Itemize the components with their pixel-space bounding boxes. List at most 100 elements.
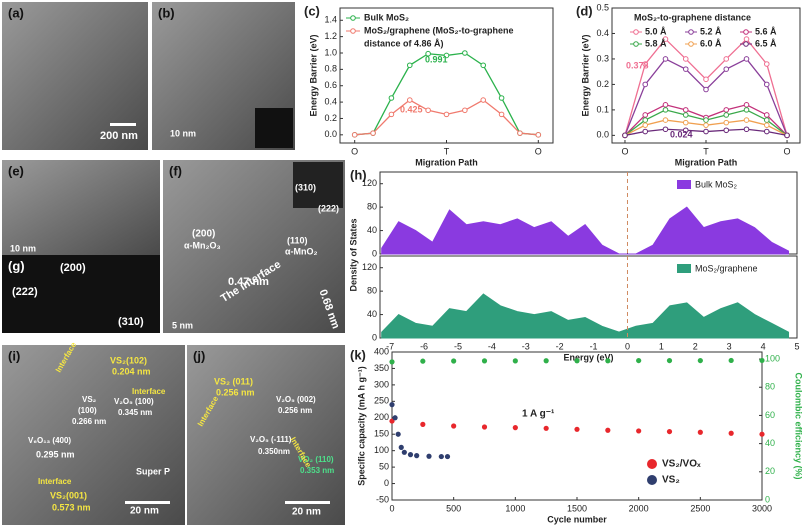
y-tick-label: 40 <box>367 309 377 319</box>
x-tick-label: 5 <box>794 341 799 351</box>
y-axis-title: Density of States <box>348 218 358 291</box>
panel-label: (g) <box>8 258 25 273</box>
data-point <box>697 357 703 364</box>
micrograph <box>2 2 148 150</box>
data-point <box>388 95 395 101</box>
micrograph <box>2 345 185 525</box>
data-point <box>763 112 770 118</box>
image-annotation: 20 nm <box>292 507 321 518</box>
y-tick-label: 150 <box>374 429 389 439</box>
image-annotation: V₂O₅ (-111) <box>250 435 292 444</box>
data-point <box>512 358 518 364</box>
image-annotation: (222) <box>12 286 38 298</box>
panel-label: (j) <box>193 348 205 363</box>
y-tick-label: 400 <box>374 346 389 356</box>
data-point <box>759 357 765 364</box>
panel-label: (k) <box>350 347 366 362</box>
data-point <box>462 107 468 114</box>
y-tick-label: 40 <box>367 225 377 235</box>
x-tick-label: 2000 <box>629 503 649 513</box>
data-point <box>438 453 444 460</box>
data-point <box>642 117 649 123</box>
data-point <box>388 111 395 118</box>
image-annotation: (310) <box>295 182 316 192</box>
data-point <box>389 402 395 408</box>
x-axis-title: Cycle number <box>547 514 607 524</box>
y2-tick-label: 0 <box>765 494 770 504</box>
image-annotation: 200 nm <box>100 130 138 142</box>
data-point <box>351 132 358 138</box>
data-point <box>481 358 488 364</box>
legend-marker <box>633 41 639 47</box>
data-point <box>605 427 611 433</box>
y2-tick-label: 40 <box>765 438 775 448</box>
legend-swatch <box>677 180 691 189</box>
data-point <box>743 117 750 123</box>
data-point <box>682 107 689 113</box>
data-point <box>543 425 549 431</box>
data-point <box>636 428 642 434</box>
x-tick-label: T <box>703 146 709 156</box>
legend-label-cont: distance of 4.86 Å) <box>364 38 444 48</box>
image-annotation: (200) <box>60 262 86 274</box>
legend-marker <box>350 15 356 21</box>
data-point <box>451 423 457 429</box>
image-annotation: VO₂ (110) <box>298 455 334 464</box>
data-point <box>666 428 673 435</box>
image-annotation: 0.256 nm <box>278 406 312 415</box>
data-point <box>743 101 750 108</box>
panel-label: (a) <box>8 5 24 20</box>
y-tick-label: -50 <box>376 494 389 504</box>
x-tick-label: O <box>621 146 628 156</box>
annotation: 0.425 <box>400 104 423 114</box>
data-point <box>662 117 669 123</box>
y-tick-label: 300 <box>374 379 389 389</box>
y-tick-label: 0.0 <box>324 129 337 139</box>
data-point <box>784 132 790 139</box>
data-point <box>703 86 709 93</box>
y-tick-label: 0.1 <box>596 104 609 114</box>
data-point <box>703 117 709 123</box>
image-annotation: 0.295 nm <box>36 449 75 459</box>
x-tick-label: -6 <box>420 341 428 351</box>
data-point <box>414 453 420 459</box>
image-annotation: (110) <box>287 235 308 245</box>
data-point <box>763 122 770 128</box>
x-tick-label: 2 <box>693 341 698 351</box>
y-axis-title: Energy Barrier (eV) <box>308 34 318 116</box>
image-annotation: 0.47 nm <box>228 276 269 288</box>
y-tick-label: 250 <box>374 396 389 406</box>
image-annotation: 0.573 nm <box>52 502 91 512</box>
legend-marker <box>647 459 657 469</box>
data-point <box>481 424 488 430</box>
data-point <box>398 444 404 450</box>
x-tick-label: 0 <box>625 341 630 351</box>
image-annotation: Interface <box>132 387 166 396</box>
x-tick-label: 3000 <box>752 503 772 513</box>
data-point <box>666 357 673 364</box>
x-tick-label: -1 <box>590 341 598 351</box>
image-annotation: 0.266 nm <box>72 417 106 426</box>
image-annotation: α-MnO₂ <box>285 246 318 256</box>
data-point <box>759 431 765 437</box>
image-annotation: V₆O₁₃ (400) <box>28 436 71 445</box>
legend-marker <box>647 475 657 485</box>
data-point <box>743 36 750 42</box>
data-point <box>407 452 414 458</box>
x-tick-label: -2 <box>556 341 564 351</box>
data-point <box>443 111 450 118</box>
y-tick-label: 0.4 <box>324 96 337 106</box>
y2-tick-label: 20 <box>765 466 775 476</box>
x-tick-label: 500 <box>446 503 461 513</box>
panel-label: (d) <box>576 3 593 18</box>
dos-area <box>381 206 790 255</box>
panel-label: (e) <box>8 163 24 178</box>
x-tick-label: 3 <box>727 341 732 351</box>
y-tick-label: 0.8 <box>324 64 337 74</box>
y-tick-label: 200 <box>374 412 389 422</box>
y2-tick-label: 100 <box>765 353 780 363</box>
image-annotation: V₂O₅ (002) <box>276 395 316 404</box>
legend-marker <box>350 28 356 34</box>
data-point <box>425 50 431 57</box>
data-point <box>723 112 730 118</box>
